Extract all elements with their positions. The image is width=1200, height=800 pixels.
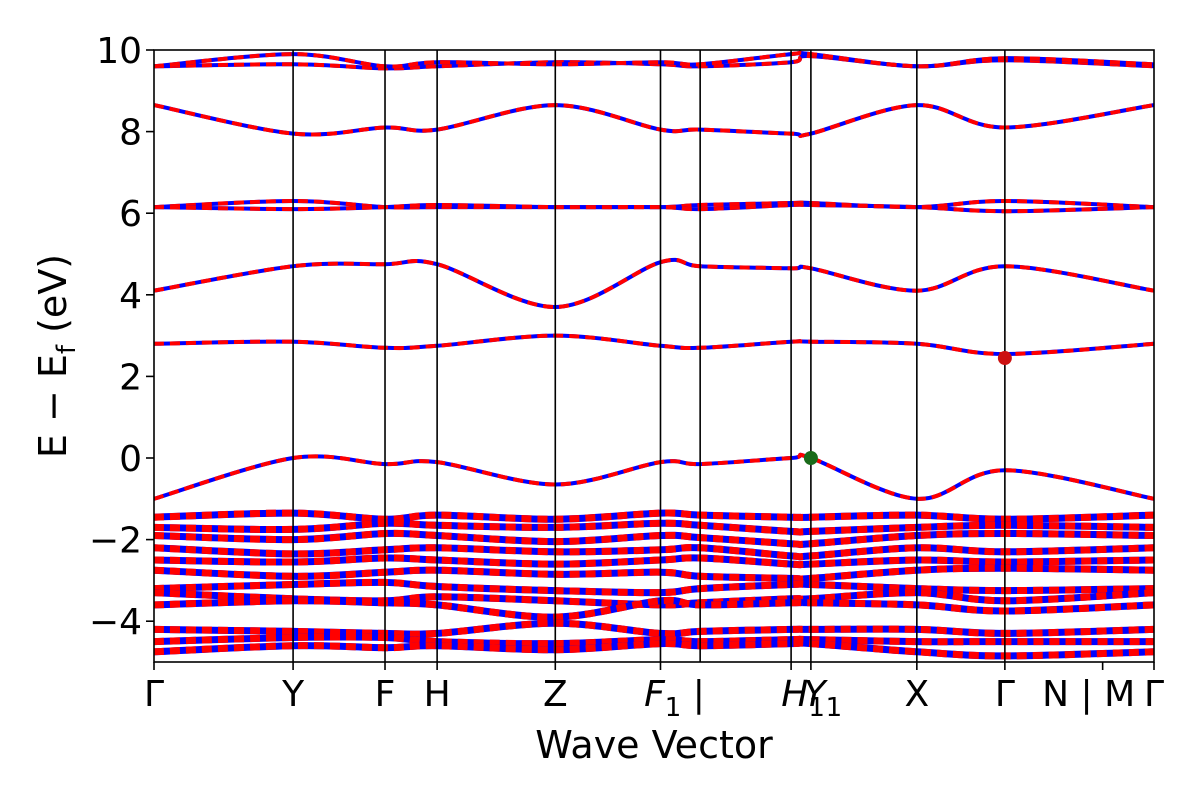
x-tick-label: Γ	[144, 674, 164, 715]
band-valence-14-spin-down	[154, 578, 1154, 597]
y-tick-label: −4	[89, 602, 142, 643]
high-symmetry-lines	[292, 50, 1006, 662]
x-tick-label: Z	[543, 674, 568, 715]
band-conduction-2-spin-down	[154, 103, 1154, 138]
x-tick-label: Γ	[995, 674, 1015, 715]
band-conduction-4-spin-down	[154, 202, 1154, 214]
band-valence-top-7-spin-down	[154, 452, 1154, 501]
band-conduction-3-spin-down	[154, 198, 1154, 210]
y-tick-label: 6	[119, 194, 142, 235]
band-valence-8-spin-down	[154, 509, 1154, 523]
extrema-markers	[803, 351, 1012, 465]
band-valence-top-7-spin-up	[154, 452, 1154, 501]
y-tick-label: 4	[119, 276, 142, 317]
x-tick-label: Y1	[804, 674, 843, 723]
band-valence-18-spin-down	[154, 633, 1154, 648]
x-tick-label: F1 |	[644, 674, 705, 723]
x-tick-label: H	[424, 674, 451, 715]
band-valence-19-spin-down	[154, 639, 1154, 660]
cbm-marker	[997, 351, 1012, 366]
y-tick-label: 2	[119, 357, 142, 398]
band-valence-9-spin-down	[154, 519, 1154, 536]
x-tick-label: X	[905, 674, 930, 715]
y-tick-label: 0	[119, 439, 142, 480]
band-valence-13-spin-down	[154, 564, 1154, 583]
bands-layer	[154, 50, 1154, 660]
y-tick-label: 10	[96, 31, 142, 72]
band-conduction-1-spin-down	[154, 50, 1154, 69]
x-tick-label: Γ	[1144, 674, 1164, 715]
plot-frame	[153, 49, 1155, 663]
band-valence-16-spin-down	[154, 596, 1154, 621]
y-tick-label: 8	[119, 113, 142, 154]
y-axis: −4 −2 0 2 4 6 8 10	[89, 31, 154, 643]
band-conduction-2-spin-up	[154, 103, 1154, 138]
vbm-marker	[803, 451, 818, 465]
y-axis-label: E − Ef (eV)	[31, 254, 82, 458]
x-tick-label: Y	[281, 674, 305, 715]
y-tick-label: −2	[89, 521, 142, 562]
band-conduction-5-spin-down	[154, 257, 1154, 310]
band-conduction-0-spin-down	[154, 54, 1154, 71]
x-tick-label: F	[375, 674, 396, 715]
band-valence-12-spin-down	[154, 554, 1154, 569]
band-valence-17-spin-down	[154, 619, 1154, 638]
x-tick-label: H1	[781, 674, 825, 723]
x-axis-label: Wave Vector	[535, 723, 773, 767]
band-valence-10-spin-down	[154, 529, 1154, 549]
band-conduction-6-spin-down	[154, 333, 1154, 357]
x-tick-label: N | M	[1042, 674, 1135, 715]
band-valence-11-spin-down	[154, 544, 1154, 561]
